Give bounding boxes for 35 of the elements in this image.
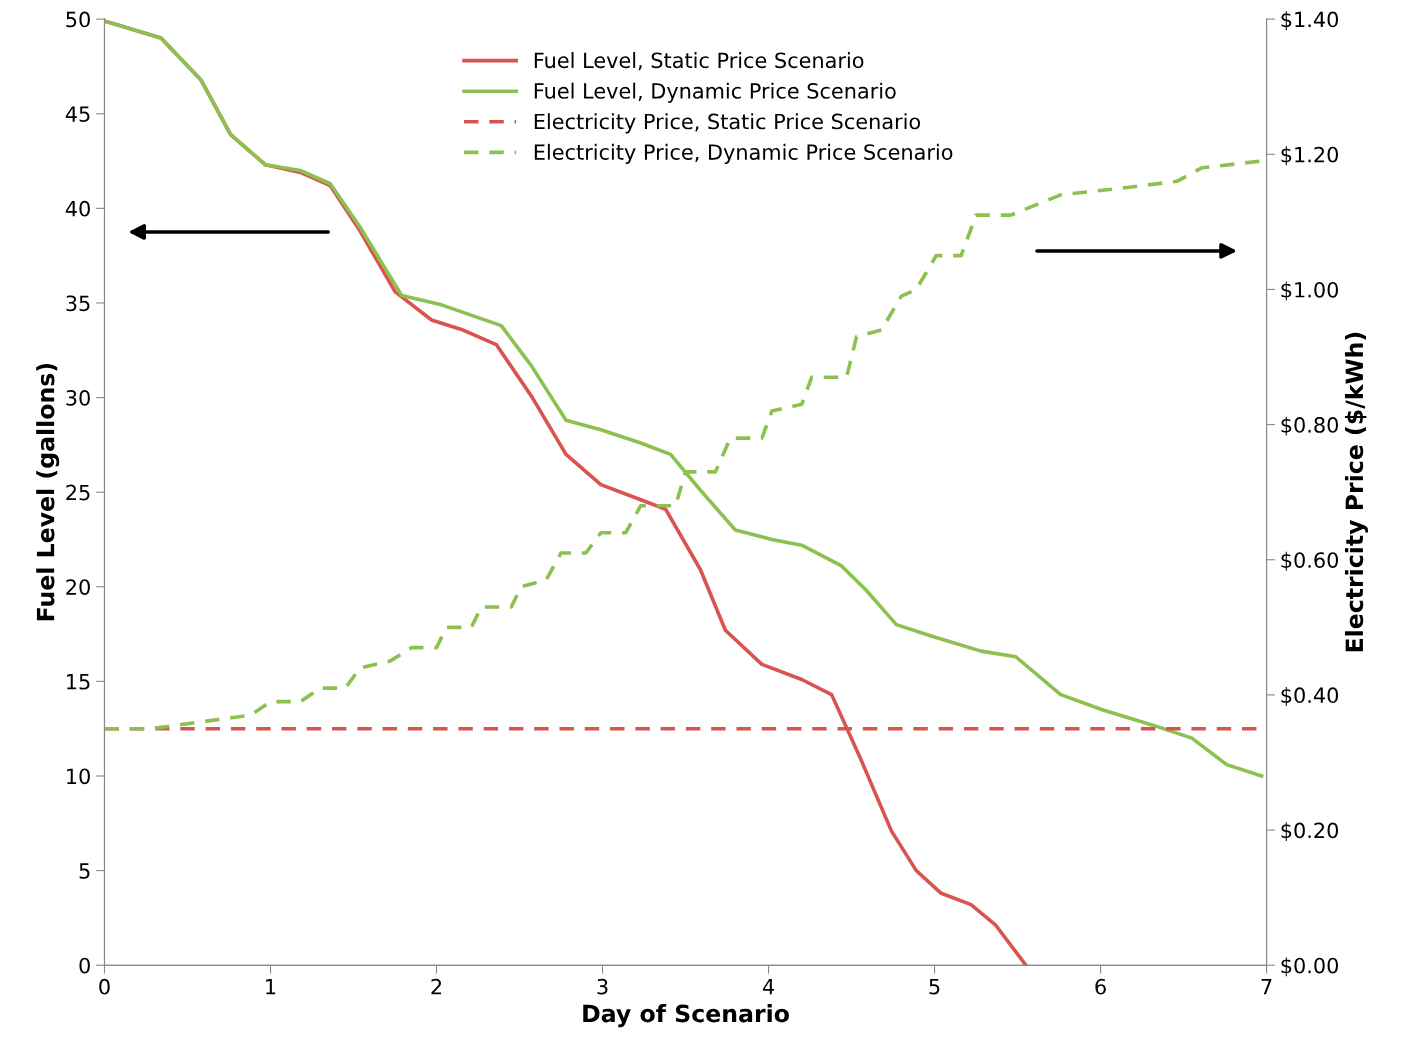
y2-tick-label: $1.40 (1281, 11, 1339, 31)
y2-tick-label: $0.60 (1281, 551, 1339, 571)
x-tick-label: 2 (431, 978, 442, 995)
y-tick-label: 20 (66, 579, 90, 595)
line-series (104, 19, 1264, 778)
x-tick-label: 6 (1095, 978, 1106, 995)
y-tick-label: 25 (66, 484, 90, 501)
x-tick-label: 7 (1261, 979, 1272, 995)
x-tick-label: 5 (929, 979, 940, 995)
x-tick-label: 1 (266, 979, 276, 995)
y-tick-label: 5 (79, 863, 90, 879)
x-tick-label: 4 (762, 979, 774, 995)
legend-label: Electricity Price, Static Price Scenario (534, 113, 921, 134)
x-tick-label: 3 (597, 978, 608, 995)
y-tick-label: 35 (66, 295, 90, 312)
y-tick-label: 0 (79, 957, 90, 974)
y2-tick-label: $0.00 (1281, 957, 1339, 977)
legend-label: Electricity Price, Dynamic Price Scenario (534, 143, 953, 164)
y2-tick-label: $1.20 (1281, 146, 1339, 166)
x-tick-label: 0 (99, 978, 110, 995)
y2-axis-title: Electricity Price ($/kWh) (1344, 332, 1368, 652)
y2-tick-label: $0.40 (1281, 686, 1339, 706)
y-axis-title: Fuel Level (gallons) (36, 363, 60, 621)
legend-label: Fuel Level, Static Price Scenario (534, 52, 864, 71)
y2-tick-label: $0.80 (1281, 416, 1339, 436)
y-tick-label: 45 (65, 106, 90, 122)
y-tick-label: 50 (66, 11, 90, 28)
y-tick-label: 15 (67, 674, 90, 690)
y2-tick-label: $0.20 (1281, 822, 1339, 842)
y-tick-label: 10 (67, 768, 90, 785)
y2-tick-label: $1.00 (1281, 281, 1339, 301)
y-tick-label: 40 (65, 200, 90, 217)
legend-label: Fuel Level, Dynamic Price Scenario (534, 82, 896, 103)
y-tick-label: 30 (66, 390, 90, 406)
x-axis-title: Day of Scenario (583, 1004, 789, 1028)
